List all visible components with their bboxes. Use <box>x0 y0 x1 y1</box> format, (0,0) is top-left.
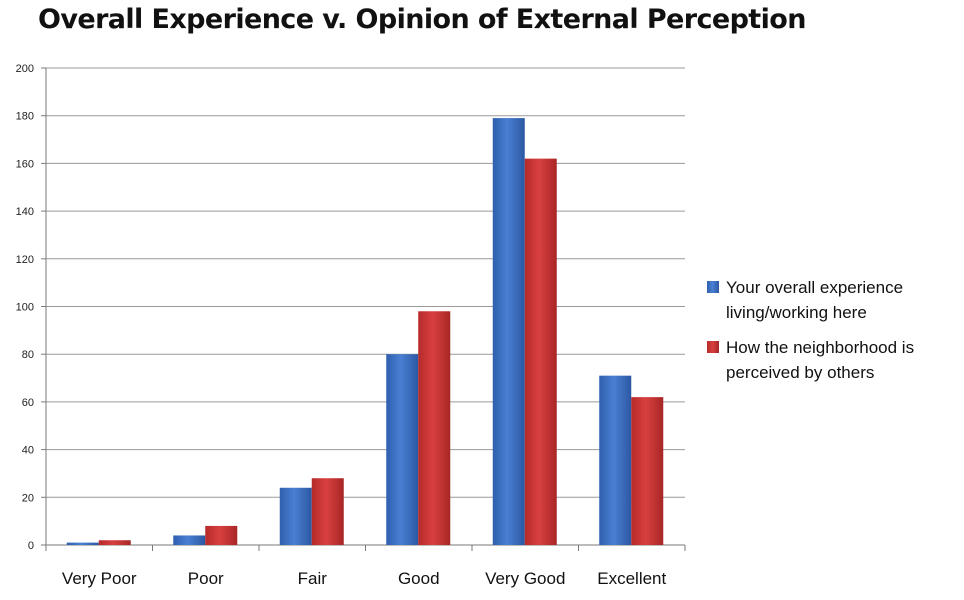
bar-perception-good <box>418 311 451 545</box>
bar-perception-excellent <box>631 397 664 545</box>
y-tick-label: 160 <box>16 158 34 170</box>
bar-experience-very-good <box>492 118 525 546</box>
x-tick-label: Very Poor <box>62 569 137 588</box>
bars <box>66 118 664 546</box>
legend-label: perceived by others <box>726 363 874 382</box>
x-tick-label: Poor <box>188 569 224 588</box>
x-tick-label: Excellent <box>597 569 666 588</box>
bar-perception-very-good <box>524 158 557 545</box>
y-tick-label: 100 <box>16 302 34 314</box>
legend-swatch-experience <box>707 281 719 293</box>
bar-perception-fair <box>311 478 344 545</box>
bar-perception-poor <box>205 525 238 545</box>
y-tick-label: 80 <box>22 349 34 361</box>
bar-experience-good <box>386 354 419 545</box>
y-tick-label: 0 <box>28 540 34 552</box>
bar-experience-poor <box>173 535 206 545</box>
y-tick-label: 120 <box>16 254 34 266</box>
x-tick-label: Good <box>398 569 440 588</box>
chart-title: Overall Experience v. Opinion of Externa… <box>38 4 806 35</box>
bar-experience-fair <box>279 487 312 545</box>
bar-experience-very-poor <box>66 542 99 545</box>
legend-label: How the neighborhood is <box>726 338 914 357</box>
legend: Your overall experience living/working he… <box>707 278 914 382</box>
x-tick-label: Fair <box>298 569 328 588</box>
y-tick-label: 180 <box>16 111 34 123</box>
y-tick-label: 20 <box>22 492 34 504</box>
y-tick-label: 200 <box>16 63 34 75</box>
bar-experience-excellent <box>599 375 632 545</box>
gridlines <box>46 67 685 546</box>
y-tick-label: 140 <box>16 206 34 218</box>
legend-swatch-perception <box>707 341 719 353</box>
legend-label: Your overall experience <box>726 278 903 297</box>
y-tick-label: 40 <box>22 445 34 457</box>
x-axis: Very Poor Poor Fair Good Very Good Excellent <box>45 545 686 588</box>
y-tick-label: 60 <box>22 397 34 409</box>
bar-perception-very-poor <box>98 540 131 545</box>
x-tick-label: Very Good <box>485 569 565 588</box>
legend-label: living/working here <box>726 303 867 322</box>
y-axis: 0 20 40 60 80 100 120 140 160 180 200 <box>16 63 47 552</box>
